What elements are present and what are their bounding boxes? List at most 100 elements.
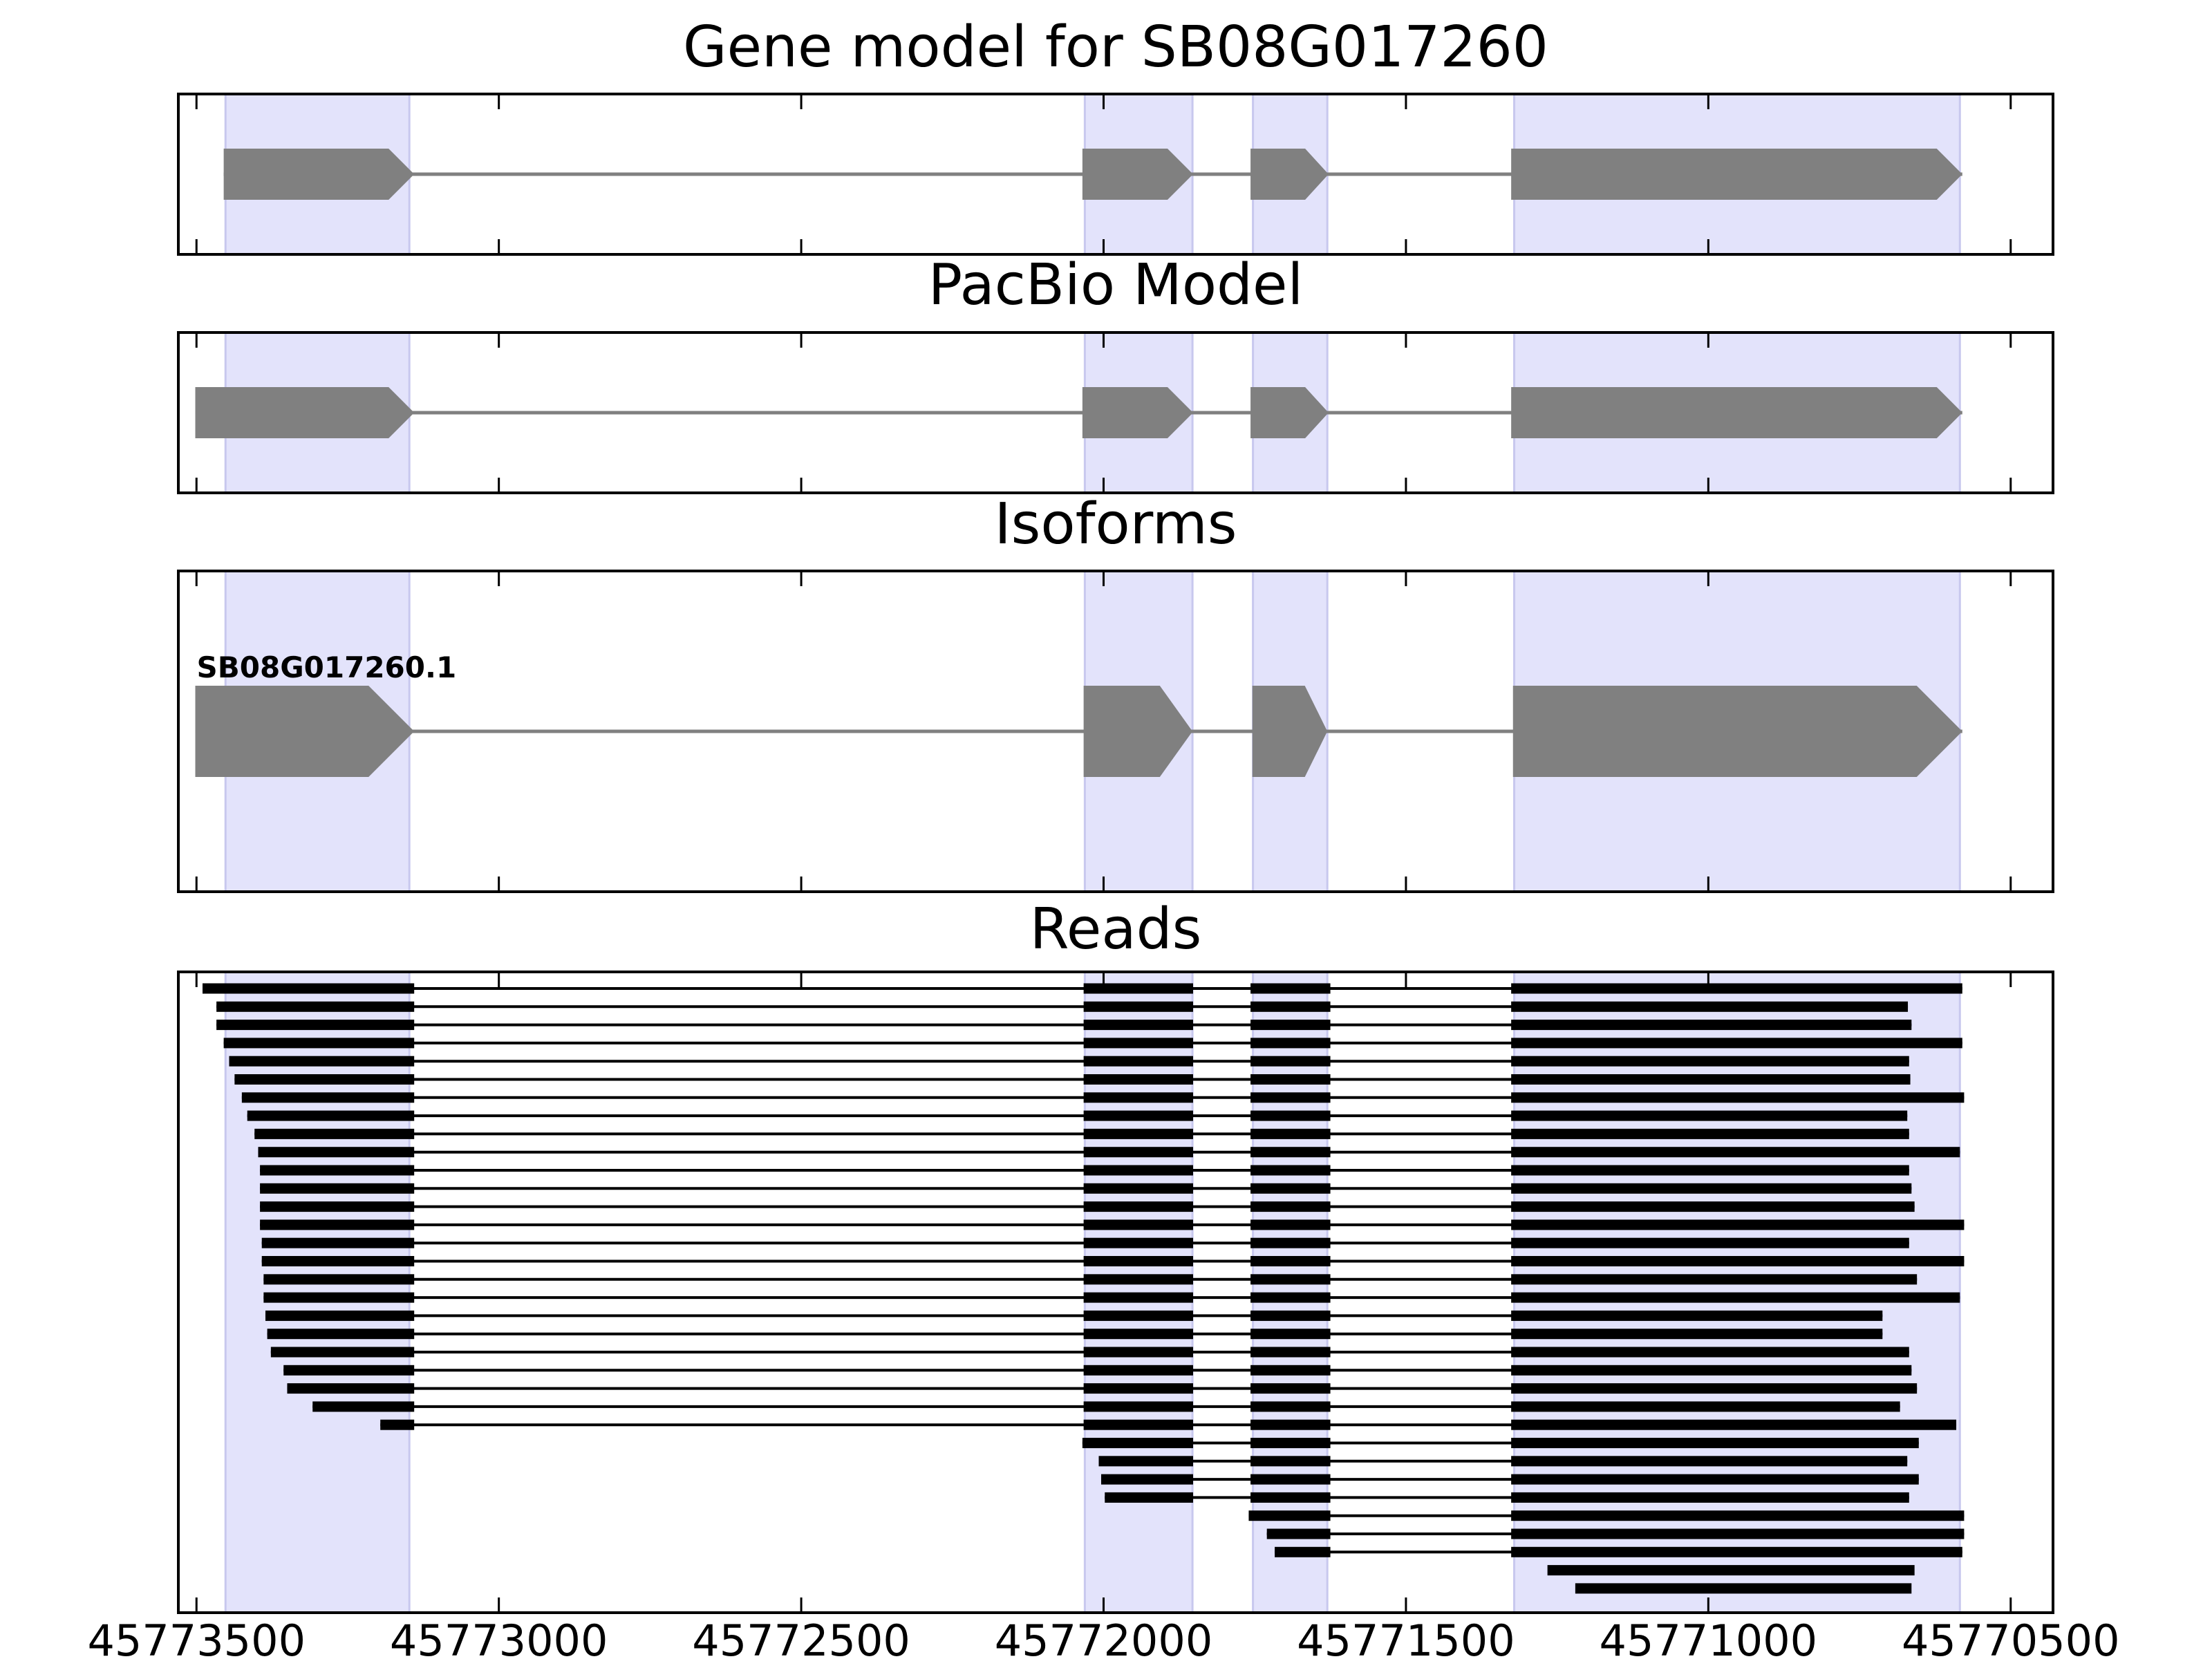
x-tick-label-4: 45772000 bbox=[995, 1615, 1213, 1659]
read-18-block-1 bbox=[263, 1292, 415, 1303]
read-21-block-1 bbox=[270, 1347, 415, 1358]
reads-panel-title: Reads bbox=[1030, 897, 1202, 962]
read-9-block-3 bbox=[1250, 1128, 1331, 1139]
read-8-block-4 bbox=[1511, 1110, 1908, 1121]
read-1-block-3 bbox=[1250, 983, 1331, 994]
read-4-block-3 bbox=[1250, 1038, 1331, 1049]
read-29-block-3 bbox=[1511, 1492, 1909, 1503]
read-11-block-4 bbox=[1511, 1165, 1909, 1176]
pacbio-model-content bbox=[195, 331, 1962, 494]
read-22-block-3 bbox=[1250, 1365, 1331, 1376]
read-5-block-2 bbox=[1083, 1056, 1193, 1067]
read-23-block-3 bbox=[1250, 1383, 1331, 1394]
read-24-block-1 bbox=[312, 1401, 415, 1412]
read-7-block-2 bbox=[1083, 1092, 1193, 1103]
gene-model-exon-2 bbox=[1082, 149, 1193, 200]
pacbio-model-exon-2 bbox=[1082, 387, 1193, 438]
read-23-block-4 bbox=[1511, 1383, 1918, 1394]
read-31-block-2 bbox=[1511, 1528, 1965, 1539]
reads-axes-frame bbox=[177, 971, 2054, 1614]
read-27-block-3 bbox=[1511, 1456, 1908, 1467]
read-11-block-3 bbox=[1250, 1165, 1331, 1176]
x-tick-label-5: 45771500 bbox=[1297, 1615, 1515, 1659]
read-1-block-2 bbox=[1083, 983, 1193, 994]
isoform-1-exon-1 bbox=[195, 686, 415, 777]
read-32-block-2 bbox=[1511, 1546, 1962, 1557]
read-21-block-2 bbox=[1083, 1347, 1193, 1358]
read-17-block-1 bbox=[263, 1274, 415, 1285]
read-1-block-4 bbox=[1511, 983, 1962, 994]
pacbio-model-panel-title: PacBio Model bbox=[928, 252, 1304, 318]
read-16-block-4 bbox=[1511, 1256, 1965, 1266]
read-17-block-2 bbox=[1083, 1274, 1193, 1285]
read-27-block-1 bbox=[1098, 1456, 1193, 1467]
read-5-block-3 bbox=[1250, 1056, 1331, 1067]
reads-content bbox=[202, 971, 1965, 1614]
read-10-block-3 bbox=[1250, 1147, 1331, 1158]
gene-model-ticks bbox=[195, 94, 2012, 254]
read-6-block-1 bbox=[234, 1074, 415, 1085]
read-20-block-1 bbox=[267, 1329, 415, 1340]
read-20-block-3 bbox=[1250, 1329, 1331, 1340]
read-14-block-2 bbox=[1083, 1219, 1193, 1230]
read-13-block-3 bbox=[1250, 1201, 1331, 1212]
read-9-block-2 bbox=[1083, 1128, 1193, 1139]
read-10-block-4 bbox=[1511, 1147, 1960, 1158]
read-13-block-1 bbox=[260, 1201, 415, 1212]
read-19-block-1 bbox=[265, 1310, 415, 1321]
isoform-1-exon-2 bbox=[1083, 686, 1193, 777]
read-25-block-1 bbox=[380, 1419, 415, 1430]
read-34-block-1 bbox=[1575, 1583, 1912, 1594]
isoforms-panel-title: Isoforms bbox=[995, 491, 1237, 557]
read-2-block-2 bbox=[1083, 1001, 1193, 1012]
read-19-block-3 bbox=[1250, 1310, 1331, 1321]
read-1-block-1 bbox=[202, 983, 415, 994]
read-25-block-4 bbox=[1511, 1419, 1957, 1430]
read-3-block-3 bbox=[1250, 1020, 1331, 1031]
read-8-block-1 bbox=[247, 1110, 415, 1121]
read-6-block-4 bbox=[1511, 1074, 1911, 1085]
read-2-block-4 bbox=[1511, 1001, 1909, 1012]
read-10-block-1 bbox=[258, 1147, 415, 1158]
read-7-block-4 bbox=[1511, 1092, 1965, 1103]
x-tick-label-1: 45773500 bbox=[87, 1615, 306, 1659]
read-15-block-1 bbox=[261, 1237, 415, 1248]
read-24-block-3 bbox=[1250, 1401, 1331, 1412]
read-5-block-1 bbox=[229, 1056, 415, 1067]
read-23-block-2 bbox=[1083, 1383, 1193, 1394]
read-19-block-4 bbox=[1511, 1310, 1883, 1321]
read-3-block-4 bbox=[1511, 1020, 1912, 1031]
read-28-block-3 bbox=[1511, 1474, 1919, 1485]
isoform-1-exon-4 bbox=[1512, 686, 1962, 777]
read-7-block-1 bbox=[241, 1092, 415, 1103]
pacbio-model-exon-1 bbox=[195, 387, 415, 438]
read-8-block-3 bbox=[1250, 1110, 1331, 1121]
read-19-block-2 bbox=[1083, 1310, 1193, 1321]
read-31-block-1 bbox=[1266, 1528, 1331, 1539]
read-4-block-1 bbox=[223, 1038, 415, 1049]
read-22-block-1 bbox=[283, 1365, 415, 1376]
read-13-block-2 bbox=[1083, 1201, 1193, 1212]
read-22-block-2 bbox=[1083, 1365, 1193, 1376]
read-12-block-3 bbox=[1250, 1183, 1331, 1194]
read-11-block-1 bbox=[260, 1165, 415, 1176]
read-14-block-1 bbox=[260, 1219, 415, 1230]
read-6-block-3 bbox=[1250, 1074, 1331, 1085]
gene-model-exon-1 bbox=[223, 149, 415, 200]
read-32-block-1 bbox=[1275, 1546, 1331, 1557]
gene-model-exon-3 bbox=[1250, 149, 1329, 200]
read-9-block-4 bbox=[1511, 1128, 1909, 1139]
read-14-block-3 bbox=[1250, 1219, 1331, 1230]
gene-model-exon-4 bbox=[1511, 149, 1962, 200]
gene-model-panel: Gene model for SB08G017260 bbox=[177, 15, 2054, 256]
isoforms-axes-frame bbox=[177, 570, 2054, 893]
isoforms-ticks bbox=[195, 571, 2012, 892]
isoform-label-1: SB08G017260.1 bbox=[196, 650, 456, 684]
read-7-block-3 bbox=[1250, 1092, 1331, 1103]
read-18-block-4 bbox=[1511, 1292, 1960, 1303]
read-3-block-2 bbox=[1083, 1020, 1193, 1031]
read-15-block-3 bbox=[1250, 1237, 1331, 1248]
x-tick-label-6: 45771000 bbox=[1600, 1615, 1818, 1659]
read-25-block-3 bbox=[1250, 1419, 1331, 1430]
